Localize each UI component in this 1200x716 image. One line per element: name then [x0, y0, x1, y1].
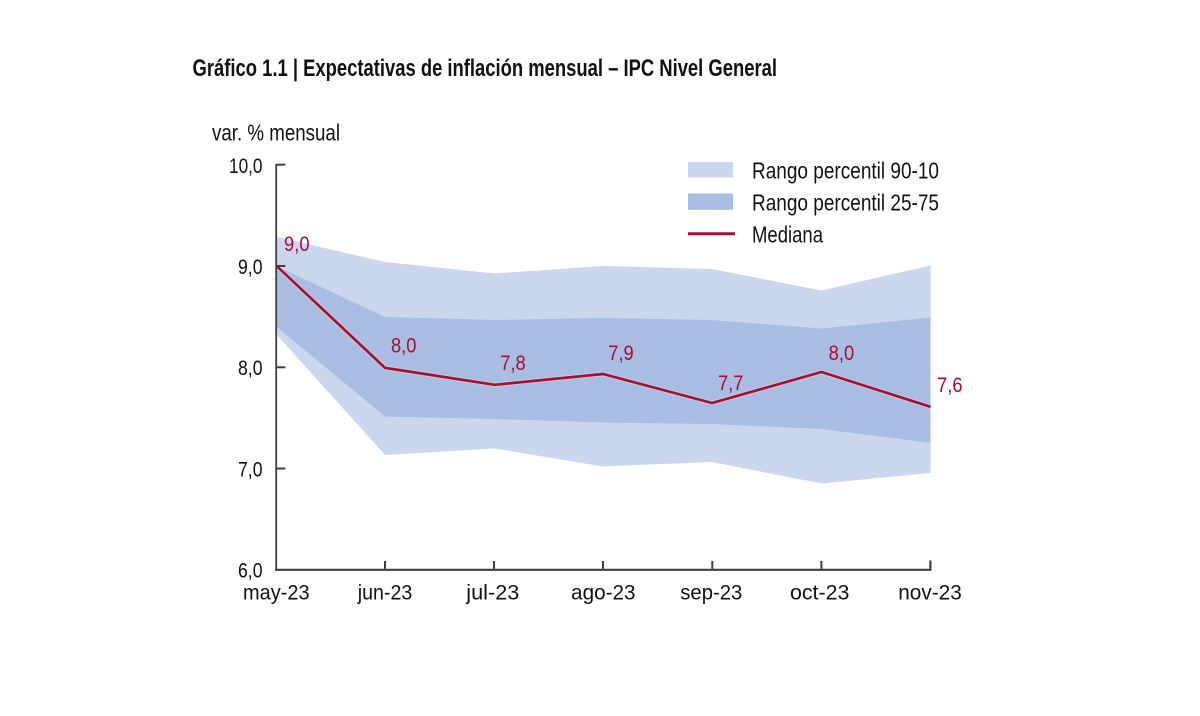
svg-text:6,0: 6,0 — [238, 559, 263, 583]
svg-text:jun-23: jun-23 — [357, 581, 412, 605]
svg-text:10,0: 10,0 — [229, 154, 263, 178]
svg-text:ago-23: ago-23 — [571, 581, 636, 605]
svg-text:Mediana: Mediana — [752, 222, 824, 248]
svg-text:7,0: 7,0 — [238, 457, 263, 481]
svg-text:jul-23: jul-23 — [465, 581, 519, 605]
svg-text:may-23: may-23 — [243, 581, 310, 605]
svg-text:7,7: 7,7 — [718, 371, 744, 395]
svg-text:oct-23: oct-23 — [790, 581, 850, 605]
svg-text:7,6: 7,6 — [937, 373, 963, 397]
svg-text:Rango percentil 25-75: Rango percentil 25-75 — [752, 190, 939, 216]
svg-text:7,9: 7,9 — [608, 341, 634, 365]
svg-text:8,0: 8,0 — [238, 356, 263, 380]
svg-text:7,8: 7,8 — [500, 351, 526, 375]
svg-text:Gráfico 1.1 | Expectativas de: Gráfico 1.1 | Expectativas de inflación … — [193, 55, 778, 82]
svg-text:9,0: 9,0 — [284, 232, 310, 256]
svg-text:8,0: 8,0 — [391, 333, 417, 357]
svg-text:var. % mensual: var. % mensual — [212, 120, 340, 146]
svg-text:Rango percentil 90-10: Rango percentil 90-10 — [752, 158, 939, 184]
svg-text:nov-23: nov-23 — [898, 581, 962, 605]
svg-text:9,0: 9,0 — [238, 255, 263, 279]
svg-text:8,0: 8,0 — [829, 341, 855, 365]
svg-text:sep-23: sep-23 — [680, 581, 742, 605]
